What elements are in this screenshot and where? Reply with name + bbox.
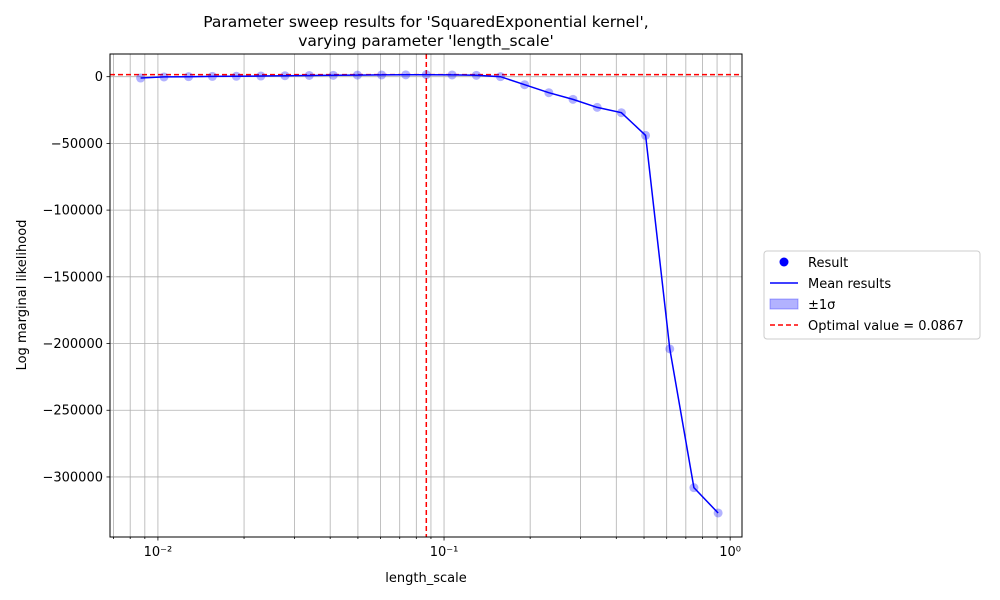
legend-optimal-label: Optimal value = 0.0867 [808,319,964,334]
legend-sigma-patch [769,298,799,310]
chart-title-line1: Parameter sweep results for 'SquaredExpo… [203,13,648,31]
legend-frame [763,250,981,340]
axes: 10⁻² 10⁻¹ 10⁰ 0 −50000 −100000 −150000 −200000 −… [42,70,741,560]
y-tick-label: −250000 [42,404,103,419]
x-tick-label: 10⁻¹ [430,545,459,560]
y-axis-label: Log marginal likelihood [15,220,30,371]
y-tick-label: −100000 [42,204,103,219]
y-tick-label: −150000 [42,270,103,285]
legend: Result Mean results ±1σ Optimal value = … [763,250,981,340]
plot-frame [109,53,743,538]
legend-sigma-label: ±1σ [808,298,835,313]
y-tick-label: 0 [95,70,103,85]
y-tick-label: −50000 [51,137,103,152]
x-axis-label: length_scale [385,571,466,586]
legend-result-marker [779,257,789,267]
y-tick-label: −200000 [42,337,103,352]
legend-result-label: Result [808,256,848,271]
chart-title-line2: varying parameter 'length_scale' [298,32,554,51]
y-tick-label: −300000 [42,470,103,485]
mean-results-line [140,73,719,514]
x-tick-label: 10⁰ [719,545,741,560]
x-tick-label: 10⁻² [144,545,173,560]
data-layer [110,54,742,537]
legend-mean-label: Mean results [808,277,891,292]
